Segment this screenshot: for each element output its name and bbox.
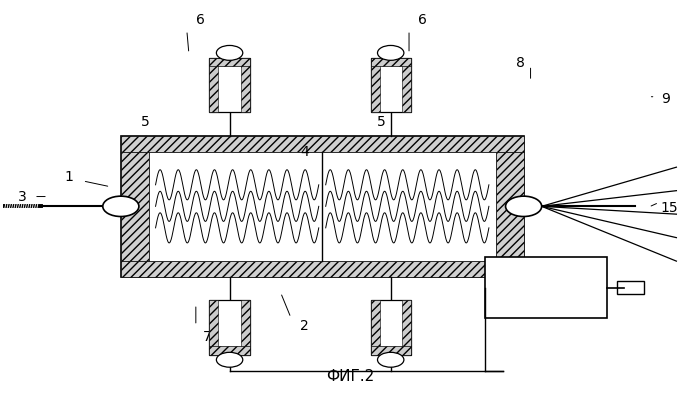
Bar [370, 300, 411, 355]
Bar [370, 300, 379, 355]
Circle shape [216, 353, 243, 367]
Circle shape [103, 196, 139, 216]
Bar [121, 261, 524, 277]
Bar [209, 58, 250, 112]
Text: 5: 5 [377, 115, 386, 129]
Bar [485, 257, 607, 318]
Bar [496, 152, 524, 261]
Circle shape [377, 353, 404, 367]
Bar [241, 300, 250, 355]
Bar [370, 58, 411, 66]
Bar [209, 347, 250, 355]
Bar [121, 136, 524, 152]
Bar [241, 58, 250, 112]
Circle shape [377, 45, 404, 60]
Text: 3: 3 [18, 189, 27, 204]
Bar [370, 58, 379, 112]
Bar [121, 152, 148, 261]
Bar [402, 58, 411, 112]
Text: 5: 5 [141, 115, 150, 129]
Bar [370, 347, 411, 355]
Text: 2: 2 [300, 319, 309, 333]
Bar [209, 58, 218, 112]
Text: 7: 7 [391, 330, 400, 345]
Text: ФИГ.2: ФИГ.2 [326, 370, 374, 384]
Circle shape [216, 45, 243, 60]
Bar [148, 152, 496, 261]
Text: 9: 9 [662, 92, 671, 106]
Text: 6: 6 [196, 13, 205, 27]
Bar [617, 281, 644, 294]
Text: 1: 1 [64, 170, 74, 184]
Text: 8: 8 [516, 56, 524, 70]
Text: 7: 7 [203, 330, 212, 345]
Text: 15: 15 [661, 201, 678, 215]
Bar [209, 300, 250, 355]
Bar [209, 300, 218, 355]
Bar [370, 58, 411, 112]
Text: 4: 4 [300, 145, 309, 158]
Text: 6: 6 [419, 13, 428, 27]
Bar [209, 58, 250, 66]
Bar [402, 300, 411, 355]
Bar [121, 136, 524, 277]
Circle shape [505, 196, 542, 216]
